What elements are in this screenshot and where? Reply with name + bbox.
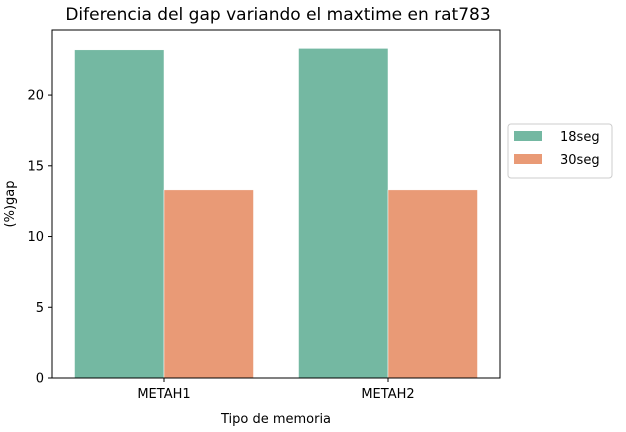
y-tick-label: 15 bbox=[27, 159, 44, 174]
y-tick-label: 20 bbox=[27, 89, 44, 104]
legend-label-30seg: 30seg bbox=[560, 153, 600, 168]
y-axis-label: (%)gap bbox=[3, 181, 18, 228]
plot-area-frame bbox=[51, 29, 501, 379]
y-tick-label: 0 bbox=[36, 372, 44, 387]
x-tick-label: METAH2 bbox=[361, 387, 414, 402]
bar-30seg-METAH1 bbox=[163, 189, 254, 379]
legend-swatch-18seg bbox=[514, 131, 542, 141]
y-axis: 0 5 10 15 20 bbox=[27, 89, 52, 387]
x-axis: METAH1 METAH2 bbox=[137, 378, 415, 402]
legend-label-18seg: 18seg bbox=[560, 130, 600, 145]
chart-title: Diferencia del gap variando el maxtime e… bbox=[65, 5, 490, 25]
legend: 18seg 30seg bbox=[507, 123, 613, 179]
bar-18seg-METAH1 bbox=[74, 49, 165, 379]
bar-18seg-METAH2 bbox=[298, 48, 389, 379]
bars-group bbox=[74, 48, 478, 379]
y-tick-label: 10 bbox=[27, 230, 44, 245]
legend-swatch-30seg bbox=[514, 154, 542, 164]
x-axis-label: Tipo de memoria bbox=[220, 412, 331, 427]
x-tick-label: METAH1 bbox=[137, 387, 190, 402]
bar-30seg-METAH2 bbox=[387, 189, 478, 379]
y-tick-label: 5 bbox=[36, 301, 44, 316]
